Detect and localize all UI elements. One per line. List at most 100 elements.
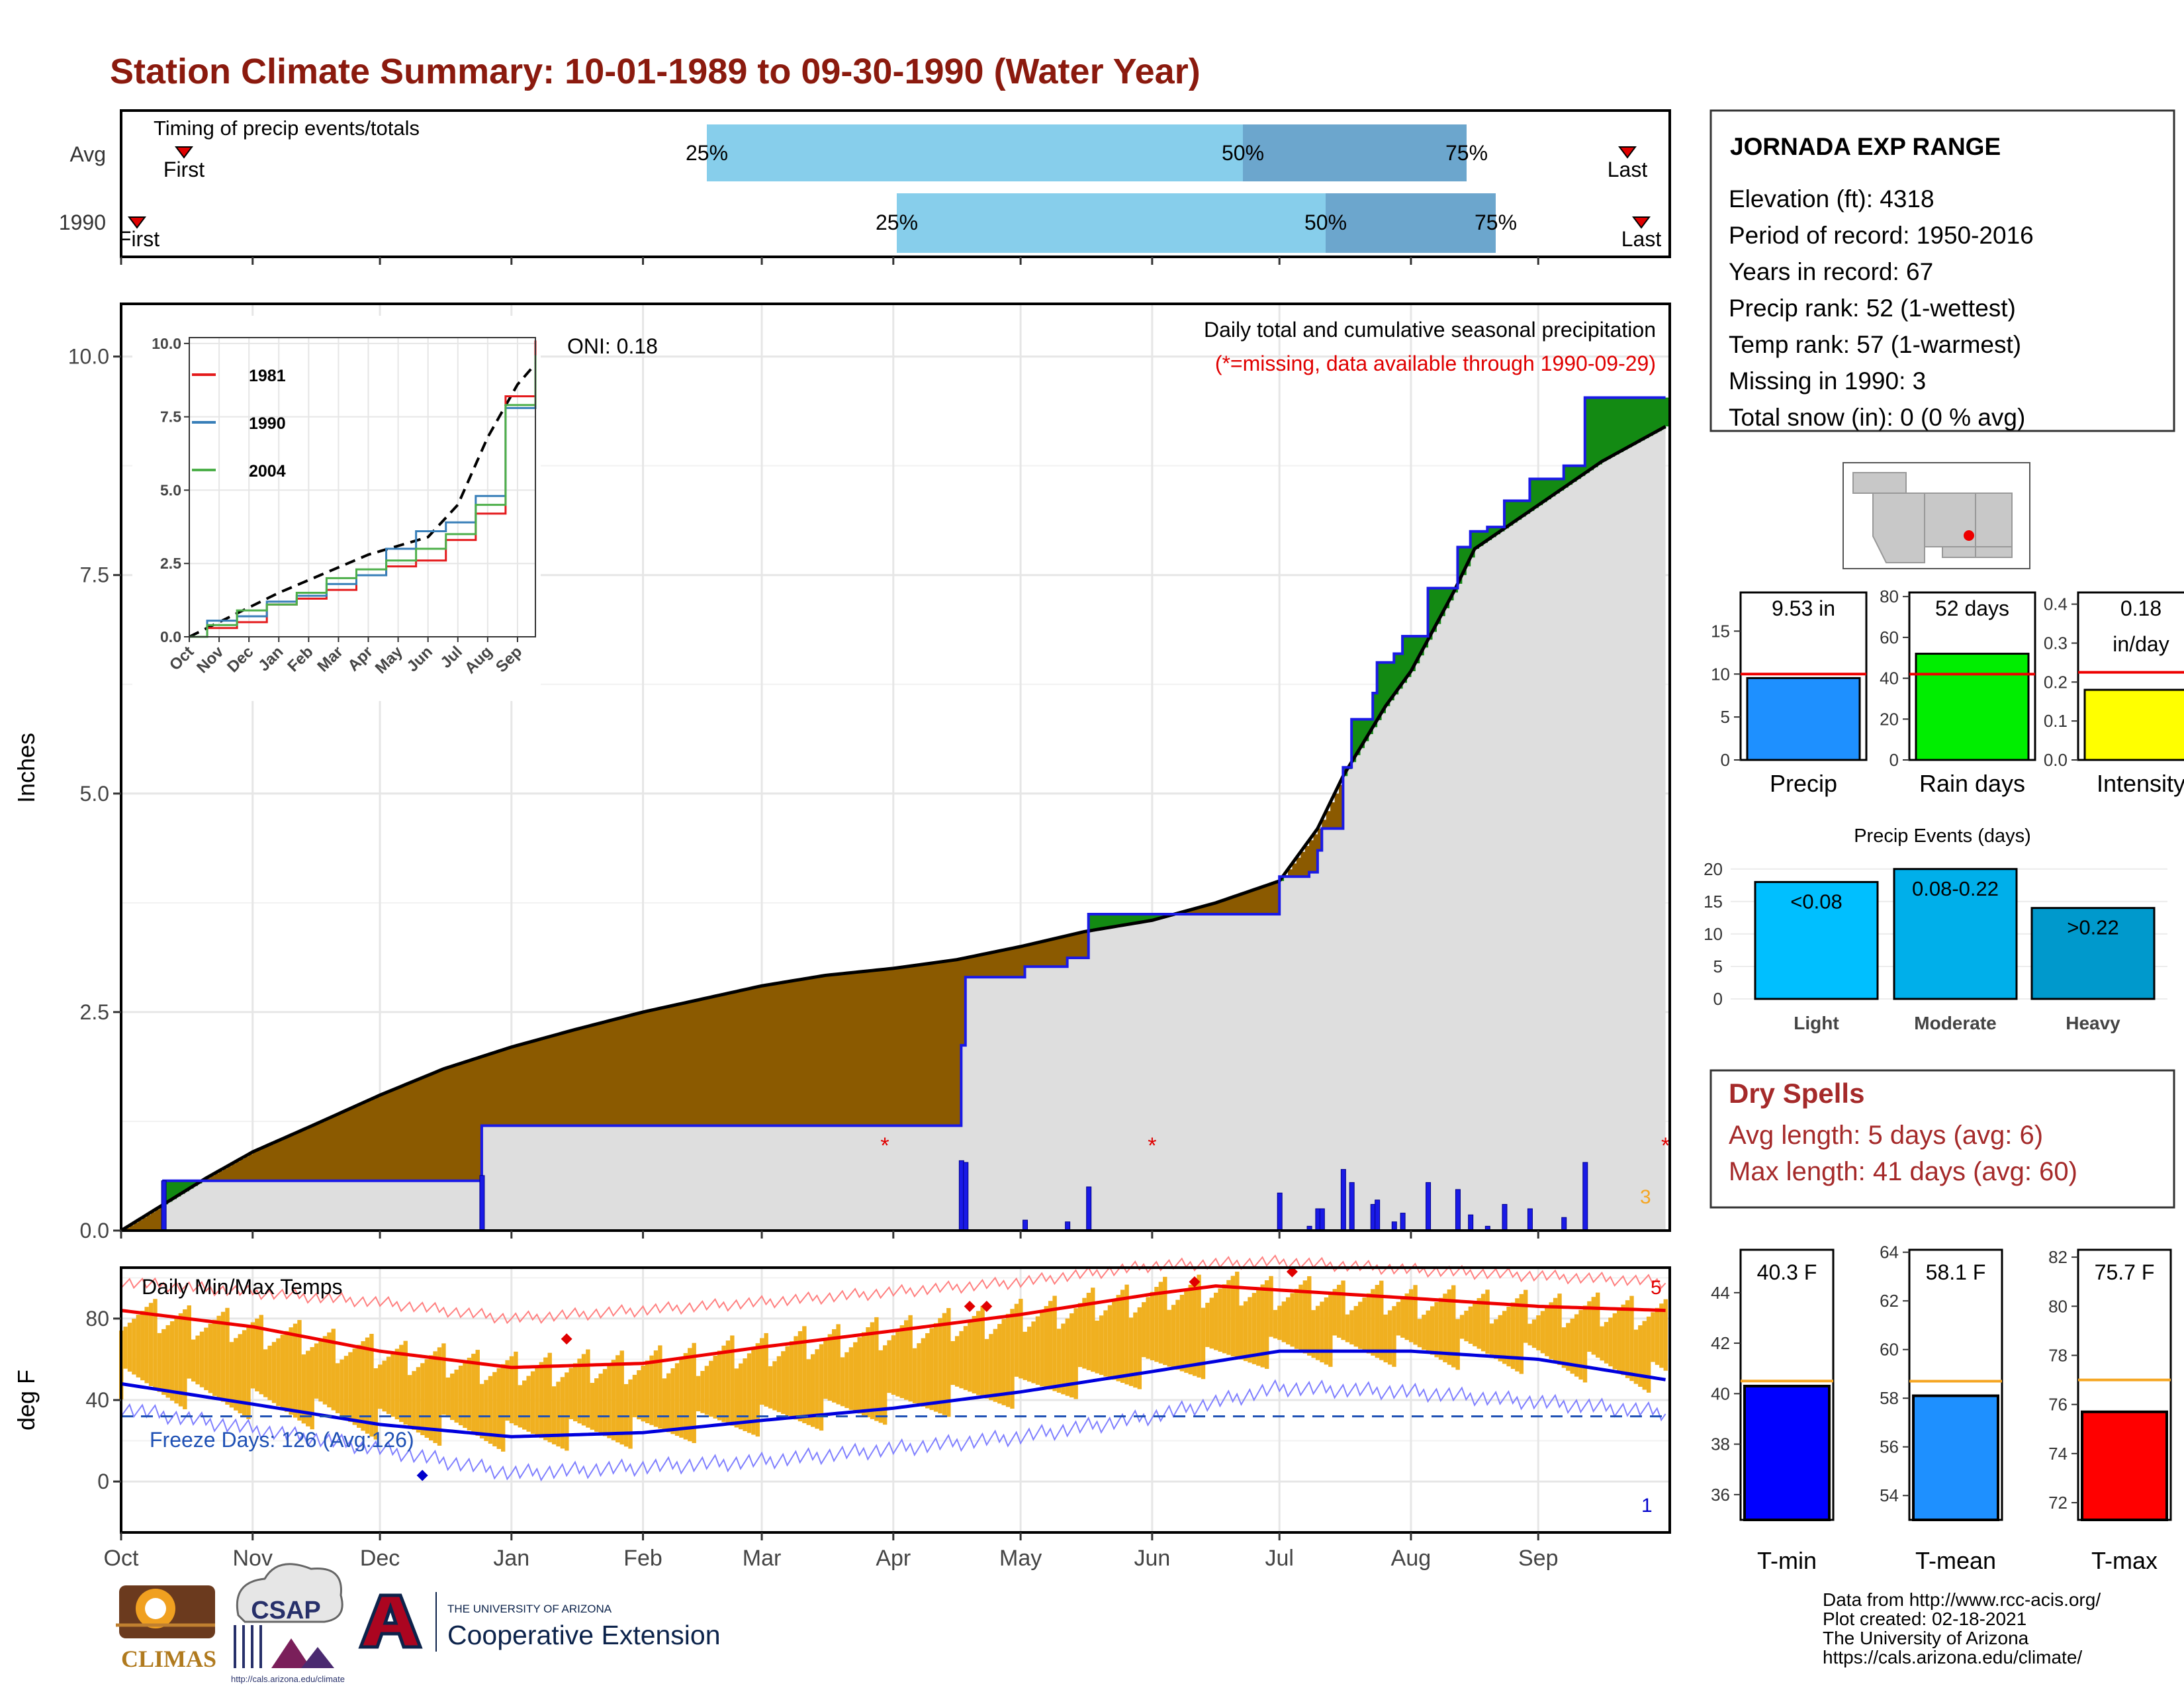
- temp-day-bar: [475, 1350, 480, 1436]
- temp-day-bar: [1387, 1310, 1392, 1365]
- temp-y-tick-label: 40: [85, 1388, 109, 1412]
- timing-month-ticks: [120, 257, 1539, 265]
- temp-day-bar: [1561, 1327, 1567, 1368]
- temp-day-bar: [140, 1311, 145, 1381]
- temp-day-bar: [1531, 1319, 1537, 1348]
- temp-day-bar: [1451, 1285, 1456, 1368]
- timing-label: Timing of precip events/totals: [154, 117, 420, 140]
- daily-precip-bar: [1277, 1192, 1283, 1231]
- temp-day-bar: [815, 1349, 819, 1429]
- temp-day-bar: [500, 1364, 506, 1452]
- temp-day-bar: [734, 1368, 739, 1428]
- temp-day-bar: [1591, 1297, 1596, 1355]
- deficit-area: [125, 784, 1343, 1231]
- y-tick-label: 10.0: [68, 345, 109, 369]
- temp-summary-y-tick-label: 78: [2048, 1345, 2068, 1365]
- average-min-line: [120, 1349, 1666, 1438]
- temp-day-bar: [1392, 1306, 1396, 1367]
- temp-day-bar: [1201, 1307, 1206, 1380]
- temp-day-bar: [280, 1335, 285, 1409]
- temp-day-bar: [704, 1366, 709, 1415]
- summary-value-bar: [1915, 653, 2030, 761]
- temp-day-bar: [917, 1343, 921, 1405]
- temp-day-bar: [993, 1329, 998, 1402]
- legend-label-1981: 1981: [249, 367, 286, 385]
- temp-day-bar: [662, 1378, 667, 1430]
- temp-day-bar: [1540, 1311, 1545, 1354]
- temp-day-bar: [861, 1332, 866, 1416]
- temp-day-bar: [1621, 1304, 1625, 1376]
- temp-day-bar: [1056, 1329, 1062, 1393]
- temp-day-bar: [1663, 1299, 1668, 1371]
- temp-day-bar: [1158, 1282, 1163, 1364]
- temp-day-bar: [615, 1355, 620, 1442]
- temp-y-axis: 0 40 80: [85, 1307, 121, 1493]
- temp-day-bar: [306, 1350, 310, 1427]
- temp-day-bar: [471, 1354, 476, 1434]
- temp-day-bar: [539, 1362, 544, 1438]
- credit-line-2: Plot created: 02-18-2021: [1823, 1609, 2026, 1629]
- temp-day-bar: [1281, 1301, 1287, 1342]
- temp-day-bar: [1260, 1284, 1265, 1368]
- temp-day-bar: [1061, 1323, 1066, 1395]
- temp-day-bar: [530, 1371, 535, 1434]
- temp-day-bar: [445, 1377, 451, 1418]
- temp-day-bar: [1243, 1301, 1248, 1362]
- temp-day-bar: [1473, 1302, 1477, 1346]
- temp-day-bar: [509, 1356, 514, 1424]
- temp-day-bar: [1336, 1284, 1342, 1338]
- temp-day-bar: [335, 1363, 340, 1413]
- missing-day-markers: * * *: [880, 1133, 1670, 1158]
- temp-day-bar: [802, 1326, 807, 1423]
- temp-day-bar: [641, 1366, 645, 1422]
- inset-legend: 1981 1990 2004: [192, 367, 286, 481]
- temp-count-top: 5: [1651, 1277, 1662, 1299]
- temp-summary-y-tick-label: 56: [1880, 1437, 1899, 1457]
- temp-day-bar: [318, 1339, 323, 1402]
- temp-day-bar: [1311, 1310, 1316, 1358]
- temp-summary-value-label: 75.7 F: [2095, 1260, 2155, 1284]
- temp-day-bar: [866, 1327, 870, 1418]
- temp-day-bar: [1379, 1280, 1384, 1360]
- temp-day-bar: [713, 1356, 717, 1419]
- temp-day-bar: [522, 1380, 527, 1430]
- temp-day-bar: [1480, 1293, 1486, 1352]
- temp-day-bar: [1235, 1272, 1240, 1358]
- temp-day-bar: [1188, 1284, 1193, 1375]
- temp-day-bar: [844, 1352, 849, 1409]
- temp-day-bar: [412, 1371, 416, 1430]
- temp-day-bar: [1023, 1331, 1027, 1380]
- temp-day-bar: [1422, 1315, 1426, 1350]
- freeze-days-label: Freeze Days: 126 (Avg:126): [150, 1428, 414, 1452]
- temp-day-bar: [424, 1359, 429, 1438]
- temp-day-bar: [1494, 1319, 1498, 1359]
- month-label: Sep: [1518, 1546, 1559, 1571]
- missing-marker: *: [1148, 1133, 1156, 1158]
- credit-line-1: Data from http://www.rcc-acis.org/: [1823, 1589, 2101, 1610]
- temp-day-bar: [327, 1332, 332, 1408]
- events-title: Precip Events (days): [1854, 825, 2031, 847]
- inset-average-line: [189, 363, 537, 638]
- temp-day-bar: [1434, 1302, 1439, 1358]
- station-info-line: Missing in 1990: 3: [1729, 367, 1926, 395]
- temp-day-bar: [794, 1336, 798, 1420]
- temp-day-bar: [535, 1366, 539, 1436]
- temp-day-bar: [632, 1374, 637, 1417]
- summary-y-tick-label: 10: [1711, 664, 1730, 684]
- temp-summary-t-max: 72 74 76 78 80 82 75.7 F T-max: [2048, 1247, 2172, 1574]
- station-info-line: Temp rank: 57 (1-warmest): [1729, 331, 2021, 358]
- temp-day-bar: [908, 1315, 913, 1402]
- month-label: Aug: [1391, 1546, 1432, 1571]
- summary-y-tick-label: 0.1: [2044, 711, 2068, 731]
- temp-day-bar: [484, 1380, 488, 1441]
- temp-day-bar: [586, 1349, 590, 1428]
- temp-day-bar: [628, 1379, 633, 1449]
- temp-day-bar: [1146, 1297, 1150, 1359]
- temp-day-bar: [946, 1308, 951, 1417]
- record-high-line: [120, 1254, 1666, 1325]
- summary-y-tick-label: 20: [1880, 709, 1899, 729]
- daily-precip-bar: [1023, 1219, 1028, 1231]
- daily-precip-bar: [1468, 1214, 1474, 1231]
- temp-day-bar: [458, 1366, 463, 1426]
- temp-day-bar: [1256, 1288, 1261, 1366]
